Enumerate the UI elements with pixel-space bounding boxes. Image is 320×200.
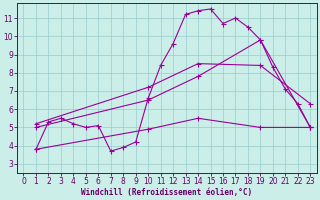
X-axis label: Windchill (Refroidissement éolien,°C): Windchill (Refroidissement éolien,°C) xyxy=(81,188,252,197)
